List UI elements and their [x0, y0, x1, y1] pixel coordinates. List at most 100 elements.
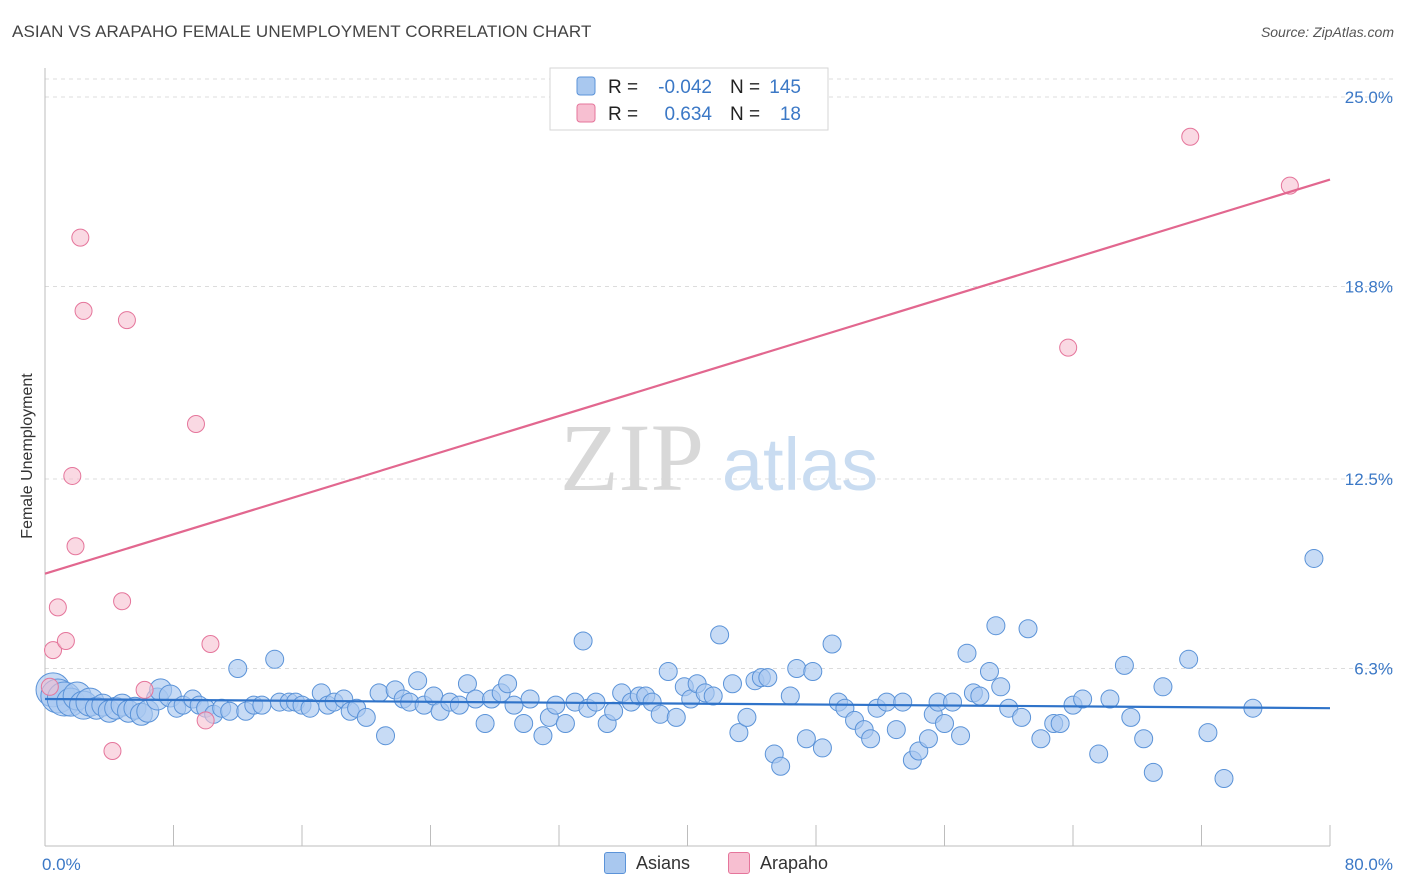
arapaho-point [135, 680, 154, 699]
asian-point [1214, 768, 1234, 788]
legend-n-label-arapaho: N = [730, 104, 760, 125]
asian-point [498, 674, 518, 694]
arapaho-point [196, 711, 215, 730]
x-tick-label: 80.0% [1345, 855, 1393, 874]
arapaho-point [74, 301, 93, 320]
legend-r-label-arapaho: R = [608, 104, 638, 125]
asian-point [658, 662, 678, 682]
asian-point [220, 701, 240, 721]
asian-point [991, 677, 1011, 697]
asian-point [265, 649, 285, 669]
asian-point [533, 726, 553, 746]
asian-point [771, 756, 791, 776]
asian-point [376, 726, 396, 746]
bottom-legend-asians: Asians [604, 852, 690, 874]
asians-swatch [604, 852, 626, 874]
asian-trend-line [44, 697, 1331, 710]
asian-point [650, 704, 670, 724]
y-tick-label: 18.8% [1345, 277, 1393, 296]
arapaho-point [40, 677, 59, 696]
arapaho-point [186, 414, 205, 433]
legend-n-value-arapaho: 18 [780, 104, 801, 125]
asian-point [1050, 713, 1070, 733]
legend-n-label-asians: N = [730, 77, 760, 98]
asian-point [1121, 707, 1141, 727]
axes [44, 68, 1331, 847]
asian-point [475, 713, 495, 733]
asian-points [35, 548, 1324, 788]
legend-r-value-arapaho: 0.634 [664, 104, 712, 125]
legend-swatch-arapaho [576, 103, 596, 123]
asian-point [1100, 689, 1120, 709]
asian-point [369, 683, 389, 703]
asian-point [703, 686, 723, 706]
asian-point [803, 662, 823, 682]
asian-point [943, 692, 963, 712]
watermark: ZIP atlas [560, 404, 878, 511]
arapaho-trend-line [44, 178, 1331, 575]
asian-point [986, 616, 1006, 636]
asian-point [1018, 619, 1038, 639]
asian-point [979, 662, 999, 682]
correlation-legend: R = -0.042 N = 145 R = 0.634 N = 18 [549, 67, 829, 131]
asian-point [780, 686, 800, 706]
source-label: Source: ZipAtlas.com [1260, 24, 1394, 40]
legend-n-value-asians: 145 [769, 77, 801, 98]
asian-point [1304, 548, 1324, 568]
asian-point [729, 723, 749, 743]
asian-point [356, 707, 376, 727]
asian-point [449, 695, 469, 715]
bottom-legend-asians-label: Asians [636, 852, 691, 873]
y-tick-label: 6.3% [1354, 659, 1393, 678]
asian-point [1179, 649, 1199, 669]
asian-point [758, 668, 778, 688]
asian-point [504, 695, 524, 715]
asian-point [252, 695, 272, 715]
asian-point [822, 634, 842, 654]
asian-point [886, 720, 906, 740]
asian-point [408, 671, 428, 691]
asian-point [935, 713, 954, 733]
arapaho-point [113, 592, 132, 611]
asian-point [573, 631, 593, 651]
asian-point [999, 698, 1019, 718]
y-tick-labels: 6.3% 12.5% 18.8% 25.0% [1345, 88, 1393, 678]
asian-point [666, 707, 686, 727]
y-tick-label: 12.5% [1345, 470, 1393, 489]
asian-point [1153, 677, 1173, 697]
asian-point [457, 674, 477, 694]
chart-title: ASIAN VS ARAPAHO FEMALE UNEMPLOYMENT COR… [12, 22, 592, 41]
asian-point [1012, 707, 1032, 727]
grid-lines [45, 78, 1394, 669]
asian-point [514, 713, 534, 733]
asian-point [787, 658, 807, 678]
asian-point [1073, 689, 1093, 709]
asian-point [546, 695, 566, 715]
asian-point [555, 713, 575, 733]
watermark-atlas: atlas [722, 423, 878, 506]
arapaho-point [66, 537, 85, 556]
asian-point [1143, 762, 1163, 782]
arapaho-point [48, 598, 67, 617]
arapaho-point [201, 635, 220, 654]
asian-point [520, 689, 540, 709]
asian-point [861, 729, 881, 749]
arapaho-point [1181, 127, 1200, 146]
asian-point [1089, 744, 1109, 764]
asian-point [970, 686, 990, 706]
legend-r-value-asians: -0.042 [658, 77, 712, 98]
bottom-legend-arapaho: Arapaho [728, 852, 828, 874]
trend-lines [44, 178, 1331, 710]
asian-point [737, 707, 757, 727]
legend-swatch-asians [576, 76, 596, 96]
arapaho-point [71, 228, 90, 247]
asian-point [951, 726, 971, 746]
arapaho-point [63, 466, 82, 485]
arapaho-point [117, 311, 136, 330]
asian-point [228, 658, 248, 678]
bottom-legend-arapaho-label: Arapaho [760, 852, 829, 873]
asian-point [604, 701, 624, 721]
asian-point [796, 729, 816, 749]
x-tick-labels: 0.0% 80.0% [42, 855, 1393, 874]
